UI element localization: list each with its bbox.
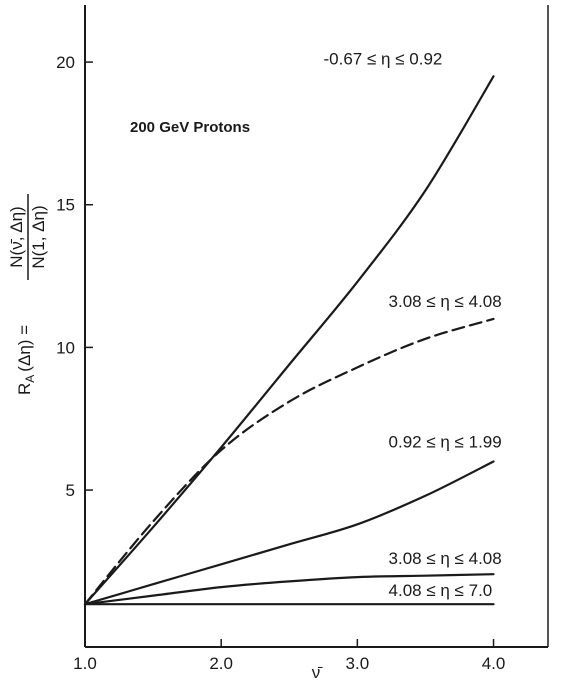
series-label-0: -0.67 ≤ η ≤ 0.92 <box>324 49 443 68</box>
y-tick-label-0: 5 <box>66 481 75 500</box>
ticks: 1.0 2.0 3.0 4.0 5 10 15 20 <box>56 53 505 673</box>
y-tick-label-3: 20 <box>56 53 75 72</box>
chart-title: 200 GeV Protons <box>130 119 250 136</box>
x-tick-label-1: 2.0 <box>209 654 233 673</box>
x-tick-label-0: 1.0 <box>73 654 97 673</box>
curves <box>83 75 495 606</box>
series-line-0 <box>83 75 495 606</box>
series-label-4: 4.08 ≤ η ≤ 7.0 <box>389 581 493 600</box>
y-label-numerator: N(ν̄, Δη) <box>7 206 26 267</box>
series-line-1 <box>83 317 495 606</box>
y-label-denominator: N(1, Δη) <box>29 205 48 268</box>
y-tick-label-2: 15 <box>56 196 75 215</box>
x-tick-label-2: 3.0 <box>346 654 370 673</box>
series-label-1: 3.08 ≤ η ≤ 4.08 <box>389 292 502 311</box>
series-line-3 <box>83 573 495 606</box>
x-tick-label-3: 4.0 <box>482 654 506 673</box>
series-line-2 <box>83 460 495 606</box>
x-axis-label: ν̄ <box>312 663 324 682</box>
curve-labels: -0.67 ≤ η ≤ 0.92 3.08 ≤ η ≤ 4.08 0.92 ≤ η … <box>324 49 502 600</box>
series-label-2: 0.92 ≤ η ≤ 1.99 <box>389 433 502 452</box>
y-axis-label: RA(Δη) = N(ν̄, Δη) N(1, Δη) <box>7 194 48 395</box>
y-tick-label-1: 10 <box>56 338 75 357</box>
y-label-lhs: RA(Δη) = <box>15 325 37 395</box>
series-label-3: 3.08 ≤ η ≤ 4.08 <box>389 549 502 568</box>
